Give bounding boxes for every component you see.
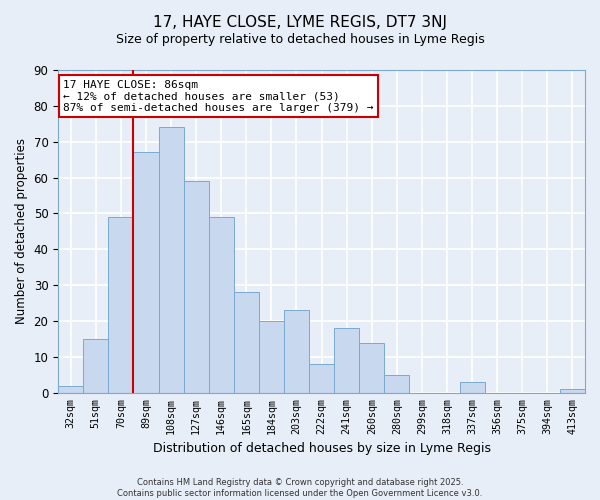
Bar [184,181,209,393]
Bar [109,217,133,393]
Text: Size of property relative to detached houses in Lyme Regis: Size of property relative to detached ho… [116,32,484,46]
Bar [309,364,334,393]
Bar [209,217,234,393]
Text: Contains HM Land Registry data © Crown copyright and database right 2025.
Contai: Contains HM Land Registry data © Crown c… [118,478,482,498]
Bar [460,382,485,393]
Y-axis label: Number of detached properties: Number of detached properties [15,138,28,324]
Bar [334,328,359,393]
Bar [83,339,109,393]
Bar [133,152,158,393]
Bar [259,321,284,393]
Bar [158,128,184,393]
Bar [58,386,83,393]
Bar [359,342,384,393]
Bar [284,310,309,393]
X-axis label: Distribution of detached houses by size in Lyme Regis: Distribution of detached houses by size … [152,442,491,455]
Bar [384,375,409,393]
Bar [560,389,585,393]
Bar [234,292,259,393]
Text: 17 HAYE CLOSE: 86sqm
← 12% of detached houses are smaller (53)
87% of semi-detac: 17 HAYE CLOSE: 86sqm ← 12% of detached h… [64,80,374,113]
Text: 17, HAYE CLOSE, LYME REGIS, DT7 3NJ: 17, HAYE CLOSE, LYME REGIS, DT7 3NJ [153,15,447,30]
